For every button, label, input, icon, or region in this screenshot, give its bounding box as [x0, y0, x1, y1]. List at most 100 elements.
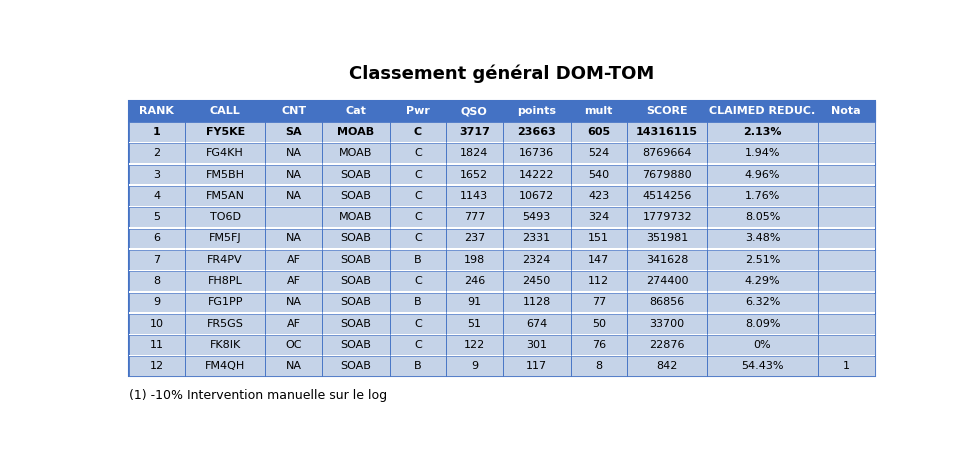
Text: FM5AN: FM5AN — [205, 191, 244, 201]
Bar — [185, 228, 265, 248]
Text: CALL: CALL — [209, 106, 241, 116]
Bar — [389, 335, 446, 355]
Bar — [265, 271, 322, 291]
Text: FR5GS: FR5GS — [206, 319, 244, 329]
Bar — [570, 250, 626, 270]
Bar — [626, 293, 707, 312]
Text: SA: SA — [285, 127, 301, 137]
Text: FG1PP: FG1PP — [207, 297, 243, 307]
Text: SOAB: SOAB — [340, 340, 371, 350]
Bar — [502, 335, 570, 355]
Text: C: C — [414, 212, 422, 222]
Bar — [502, 143, 570, 163]
Bar — [446, 186, 502, 206]
Text: 5: 5 — [154, 212, 160, 222]
Bar — [817, 122, 874, 142]
Bar — [626, 271, 707, 291]
Bar — [322, 186, 389, 206]
Text: NA: NA — [286, 148, 301, 158]
Text: 9: 9 — [470, 361, 477, 371]
Bar — [707, 356, 817, 376]
Text: 7679880: 7679880 — [642, 169, 691, 179]
Bar — [502, 186, 570, 206]
Text: 51: 51 — [467, 319, 481, 329]
Bar — [322, 271, 389, 291]
Bar — [265, 165, 322, 185]
Bar — [322, 122, 389, 142]
Bar — [185, 335, 265, 355]
Bar — [707, 335, 817, 355]
Text: SOAB: SOAB — [340, 234, 371, 244]
Text: NA: NA — [286, 169, 301, 179]
Text: 3717: 3717 — [459, 127, 489, 137]
Bar — [322, 293, 389, 312]
Text: 1652: 1652 — [460, 169, 488, 179]
Bar — [707, 293, 817, 312]
Bar — [265, 101, 322, 122]
Text: 674: 674 — [525, 319, 547, 329]
Bar — [626, 101, 707, 122]
Bar — [446, 335, 502, 355]
Bar — [128, 186, 185, 206]
Text: 122: 122 — [464, 340, 484, 350]
Bar — [389, 143, 446, 163]
Text: 86856: 86856 — [648, 297, 684, 307]
Text: points: points — [516, 106, 556, 116]
Bar — [128, 206, 874, 207]
Text: 1824: 1824 — [460, 148, 488, 158]
Text: 1.94%: 1.94% — [744, 148, 779, 158]
Bar — [570, 314, 626, 334]
Text: 4.29%: 4.29% — [744, 276, 779, 286]
Text: CNT: CNT — [281, 106, 306, 116]
Text: 2324: 2324 — [522, 255, 551, 265]
Bar — [128, 335, 185, 355]
Bar — [570, 101, 626, 122]
Bar — [185, 186, 265, 206]
Text: 6.32%: 6.32% — [744, 297, 779, 307]
Bar — [817, 143, 874, 163]
Bar — [128, 248, 874, 250]
Bar — [322, 207, 389, 227]
Bar — [817, 228, 874, 248]
Text: 351981: 351981 — [645, 234, 688, 244]
Text: Classement général DOM-TOM: Classement général DOM-TOM — [348, 64, 653, 83]
Bar — [446, 314, 502, 334]
Bar — [626, 186, 707, 206]
Bar — [817, 250, 874, 270]
Text: 10: 10 — [150, 319, 163, 329]
Text: 76: 76 — [591, 340, 605, 350]
Bar — [128, 185, 874, 186]
Text: SOAB: SOAB — [340, 191, 371, 201]
Text: NA: NA — [286, 297, 301, 307]
Text: 2.51%: 2.51% — [744, 255, 779, 265]
Bar — [389, 122, 446, 142]
Text: 2331: 2331 — [522, 234, 550, 244]
Bar — [322, 143, 389, 163]
Bar — [707, 122, 817, 142]
Bar — [185, 143, 265, 163]
Bar — [265, 228, 322, 248]
Bar — [265, 186, 322, 206]
Bar — [128, 142, 874, 143]
Bar — [707, 228, 817, 248]
Text: 2.13%: 2.13% — [742, 127, 781, 137]
Text: AF: AF — [287, 276, 300, 286]
Bar — [817, 356, 874, 376]
Text: 198: 198 — [464, 255, 484, 265]
Text: 524: 524 — [588, 148, 608, 158]
Text: FM5FJ: FM5FJ — [208, 234, 242, 244]
Text: 50: 50 — [591, 319, 605, 329]
Text: FY5KE: FY5KE — [205, 127, 244, 137]
Bar — [322, 228, 389, 248]
Text: MOAB: MOAB — [338, 148, 372, 158]
Bar — [389, 228, 446, 248]
Text: 540: 540 — [588, 169, 608, 179]
Text: 777: 777 — [464, 212, 484, 222]
Text: SOAB: SOAB — [340, 319, 371, 329]
Text: 1143: 1143 — [460, 191, 488, 201]
Bar — [570, 228, 626, 248]
Text: 147: 147 — [588, 255, 608, 265]
Bar — [817, 271, 874, 291]
Text: QSO: QSO — [461, 106, 487, 116]
Bar — [502, 271, 570, 291]
